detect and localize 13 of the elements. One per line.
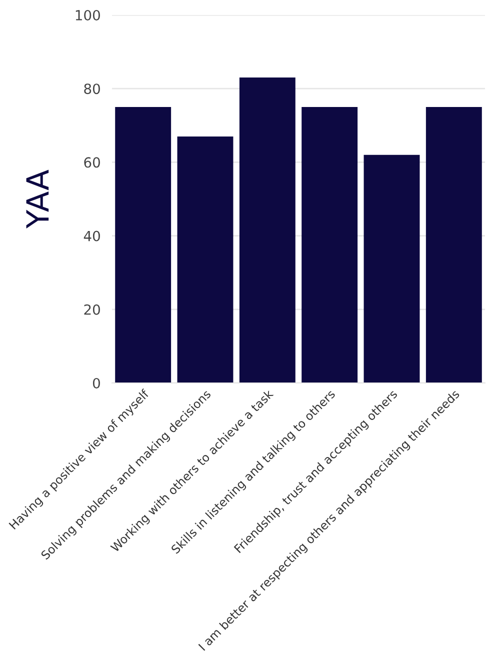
y-tick-label: 80 — [84, 84, 100, 94]
bar — [302, 107, 358, 383]
bar — [177, 136, 234, 383]
bar — [426, 107, 482, 383]
bar — [115, 107, 172, 383]
y-tick-label: 0 — [92, 378, 100, 388]
y-axis-title: YAA — [26, 170, 49, 229]
bar — [239, 78, 296, 383]
y-tick-label: 40 — [84, 230, 100, 242]
y-tick-label: 60 — [84, 157, 100, 168]
y-tick-label: 100 — [76, 10, 100, 20]
bar — [364, 154, 420, 383]
y-tick-label: 20 — [84, 304, 100, 315]
